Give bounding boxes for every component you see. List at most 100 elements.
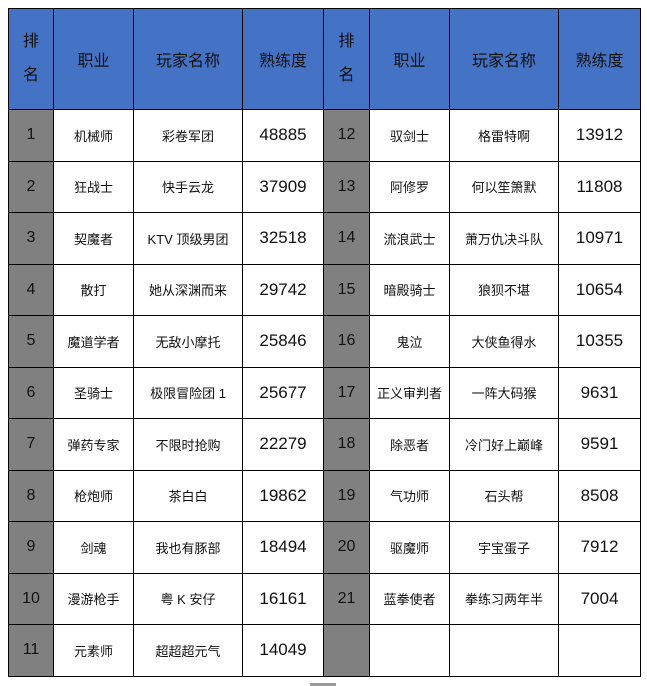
cell-rank: 7 <box>8 418 54 471</box>
cell-player: 石头帮 <box>449 469 559 522</box>
cell-player: 拳练习两年半 <box>449 572 559 625</box>
cell-job: 机械师 <box>53 109 134 162</box>
cell-player: 萧万仇决斗队 <box>449 212 559 265</box>
cell-rank: 14 <box>323 212 370 265</box>
cell-player: 粤 K 安仔 <box>133 572 243 625</box>
header-job: 职业 <box>369 8 450 110</box>
cell-rank <box>323 624 370 677</box>
cell-job: 元素师 <box>53 624 134 677</box>
cell-player: 彩卷军团 <box>133 109 243 162</box>
cell-player: 茶白白 <box>133 469 243 522</box>
cell-proficiency: 13912 <box>558 109 641 162</box>
cell-rank: 20 <box>323 521 370 574</box>
cell-proficiency: 9631 <box>558 366 641 419</box>
header-rank-line1: 排 <box>338 33 355 50</box>
table-row: 10 漫游枪手粤 K 安仔 16161 21 蓝拳使者 拳练习两年半 7004 <box>8 572 641 625</box>
cell-rank: 8 <box>8 469 54 522</box>
cell-player: 大侠鱼得水 <box>449 315 559 368</box>
cell-proficiency: 32518 <box>242 212 324 265</box>
cell-job: 契魔者 <box>53 212 134 265</box>
cell-proficiency: 25846 <box>242 315 324 368</box>
header-rank-line2: 名 <box>22 67 39 84</box>
cell-proficiency: 10971 <box>558 212 641 265</box>
cell-player: 无敌小摩托 <box>133 315 243 368</box>
cell-player: KTV 顶级男团 <box>133 212 243 265</box>
cell-job: 气功师 <box>369 469 450 522</box>
cell-proficiency <box>558 624 641 677</box>
cell-job: 除恶者 <box>369 418 450 471</box>
table-row: 2 狂战士 快手云龙 37909 13 阿修罗 何以笙箫默 11808 <box>8 160 641 213</box>
cell-rank: 11 <box>8 624 54 677</box>
cell-rank: 3 <box>8 212 54 265</box>
table-row: 5 魔道学者 无敌小摩托 25846 16 鬼泣 大侠鱼得水 10355 <box>8 315 641 368</box>
cell-job: 弹药专家 <box>53 418 134 471</box>
header-player: 玩家名称 <box>133 8 243 110</box>
header-rank: 排名 <box>323 8 370 110</box>
cell-rank: 2 <box>8 160 54 213</box>
cell-rank: 21 <box>323 572 370 625</box>
cell-job: 圣骑士 <box>53 366 134 419</box>
table-row: 9 剑魂 我也有豚部 18494 20 驱魔师 宇宝蛋子 7912 <box>8 521 641 574</box>
cell-proficiency: 29742 <box>242 263 324 316</box>
header-player: 玩家名称 <box>449 8 559 110</box>
cell-proficiency: 9591 <box>558 418 641 471</box>
cell-proficiency: 10654 <box>558 263 641 316</box>
cell-job: 鬼泣 <box>369 315 450 368</box>
table-row: 3 契魔者 KTV 顶级男团 32518 14 流浪武士 萧万仇决斗队 10971 <box>8 212 641 265</box>
cell-proficiency: 18494 <box>242 521 324 574</box>
cell-proficiency: 8508 <box>558 469 641 522</box>
cell-rank: 17 <box>323 366 370 419</box>
cell-job: 剑魂 <box>53 521 134 574</box>
cell-player: 格雷特啊 <box>449 109 559 162</box>
cell-job: 暗殿骑士 <box>369 263 450 316</box>
cell-rank: 1 <box>8 109 54 162</box>
table-row: 4 散打 她从深渊而来 29742 15 暗殿骑士 狼狈不堪 10654 <box>8 263 641 316</box>
cell-player <box>449 624 559 677</box>
cell-player: 何以笙箫默 <box>449 160 559 213</box>
header-rank-line2: 名 <box>338 67 355 84</box>
cell-proficiency: 19862 <box>242 469 324 522</box>
cell-rank: 10 <box>8 572 54 625</box>
cell-job: 驭剑士 <box>369 109 450 162</box>
cell-proficiency: 11808 <box>558 160 641 213</box>
cell-rank: 19 <box>323 469 370 522</box>
proficiency-ranking-table: 排名 职业 玩家名称 熟练度 排名 职业 玩家名称 熟练度 1 机械师 彩卷军团 48… <box>8 8 641 677</box>
cell-player: 不限时抢购 <box>133 418 243 471</box>
header-proficiency: 熟练度 <box>558 8 641 110</box>
cell-rank: 6 <box>8 366 54 419</box>
cell-rank: 15 <box>323 263 370 316</box>
cell-rank: 5 <box>8 315 54 368</box>
cell-rank: 18 <box>323 418 370 471</box>
cell-proficiency: 37909 <box>242 160 324 213</box>
table-row: 6 圣骑士 极限冒险团 1 25677 17 正义审判者 一阵大码猴 9631 <box>8 366 641 419</box>
cell-rank: 12 <box>323 109 370 162</box>
header-rank-line1: 排 <box>22 33 39 50</box>
cell-rank: 9 <box>8 521 54 574</box>
header-job: 职业 <box>53 8 134 110</box>
cell-player: 她从深渊而来 <box>133 263 243 316</box>
cell-job <box>369 624 450 677</box>
header-proficiency: 熟练度 <box>242 8 324 110</box>
cell-player: 宇宝蛋子 <box>449 521 559 574</box>
table-row: 11 元素师 超超超元气 14049 <box>8 624 641 677</box>
cell-job: 枪炮师 <box>53 469 134 522</box>
scroll-handle[interactable] <box>310 683 336 686</box>
cell-rank: 16 <box>323 315 370 368</box>
cell-job: 阿修罗 <box>369 160 450 213</box>
cell-proficiency: 22279 <box>242 418 324 471</box>
cell-job: 正义审判者 <box>369 366 450 419</box>
cell-proficiency: 7004 <box>558 572 641 625</box>
cell-rank: 13 <box>323 160 370 213</box>
cell-job: 蓝拳使者 <box>369 572 450 625</box>
cell-rank: 4 <box>8 263 54 316</box>
table-row: 7 弹药专家 不限时抢购 22279 18 除恶者 冷门好上巅峰 9591 <box>8 418 641 471</box>
cell-proficiency: 14049 <box>242 624 324 677</box>
cell-job: 狂战士 <box>53 160 134 213</box>
cell-player: 我也有豚部 <box>133 521 243 574</box>
cell-proficiency: 16161 <box>242 572 324 625</box>
cell-proficiency: 7912 <box>558 521 641 574</box>
cell-player: 狼狈不堪 <box>449 263 559 316</box>
table-row: 1 机械师 彩卷军团 48885 12 驭剑士 格雷特啊 13912 <box>8 109 641 162</box>
cell-job: 驱魔师 <box>369 521 450 574</box>
cell-job: 散打 <box>53 263 134 316</box>
